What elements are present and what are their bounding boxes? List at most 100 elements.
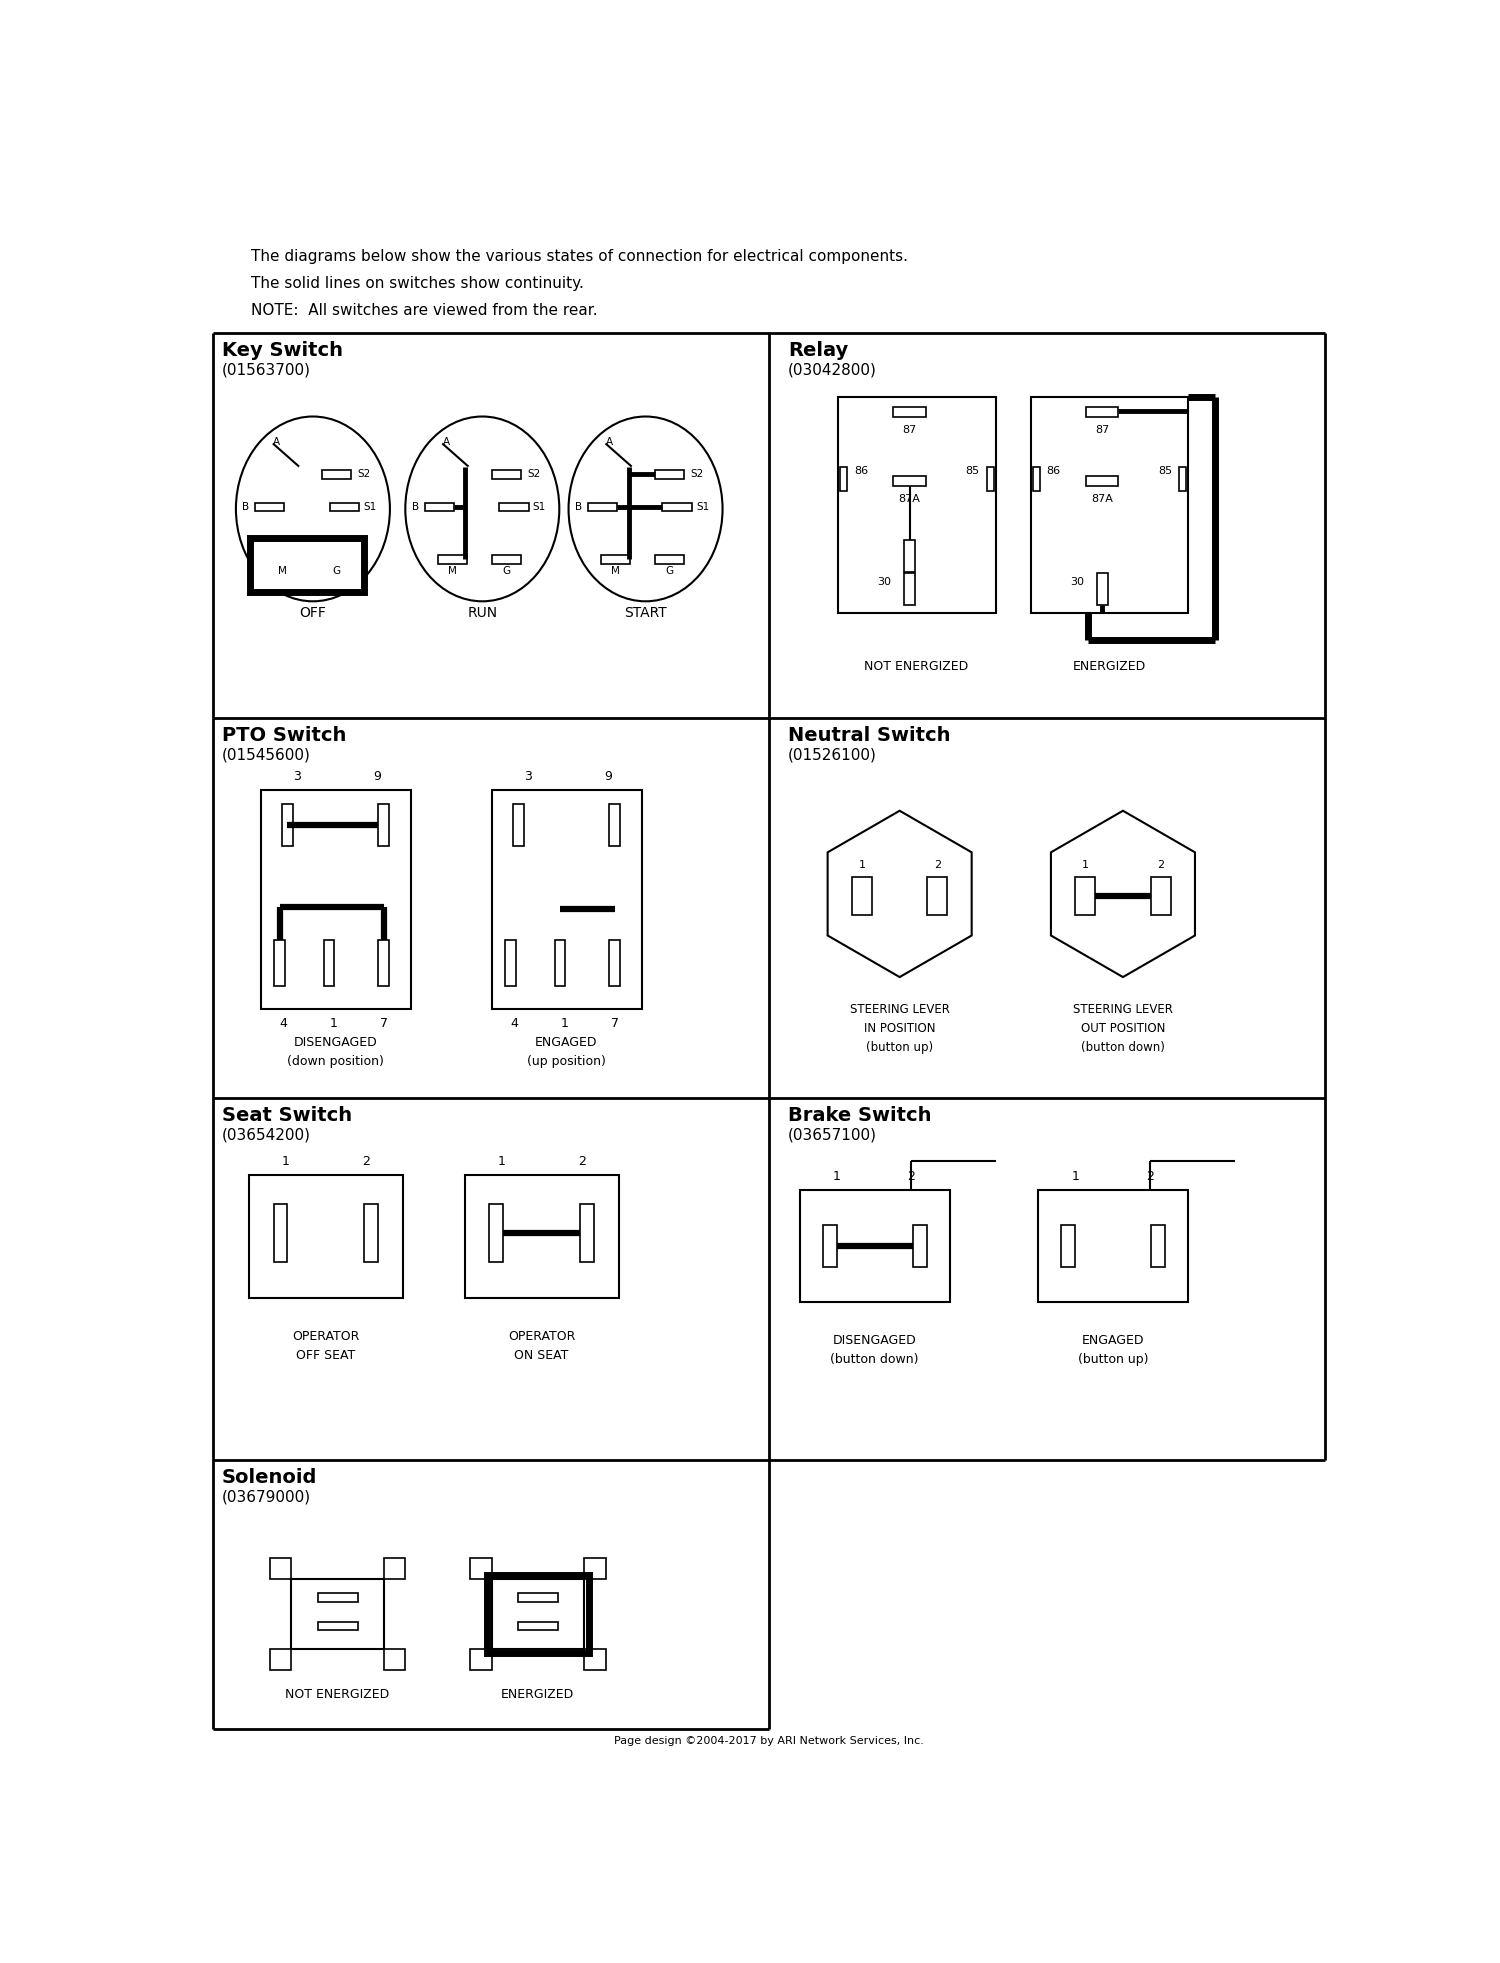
Bar (273, 1203, 288, 1262)
Text: M: M (610, 565, 620, 575)
Bar (322, 471, 351, 479)
Text: S1: S1 (696, 503, 709, 512)
Text: 1: 1 (1082, 860, 1089, 870)
Bar (1034, 467, 1040, 491)
Text: A: A (273, 438, 280, 448)
Text: OUT POSITION: OUT POSITION (1082, 1023, 1166, 1035)
Bar (894, 406, 926, 416)
Bar (518, 1621, 558, 1629)
Bar (291, 1578, 384, 1649)
Text: 2: 2 (578, 1154, 585, 1168)
Text: DISENGAGED: DISENGAGED (833, 1335, 916, 1347)
Bar (470, 1559, 492, 1578)
Text: 2: 2 (362, 1154, 370, 1168)
Text: 2: 2 (908, 1170, 915, 1184)
Bar (588, 503, 616, 510)
Polygon shape (1052, 811, 1196, 978)
Text: Neutral Switch: Neutral Switch (788, 726, 951, 746)
Bar (378, 940, 388, 985)
Bar (500, 503, 528, 510)
Text: G: G (666, 565, 674, 575)
Text: OPERATOR: OPERATOR (292, 1331, 360, 1343)
Bar (378, 803, 388, 846)
Text: 9: 9 (604, 769, 612, 783)
Bar (322, 556, 351, 563)
Text: 7: 7 (610, 1017, 618, 1031)
Bar (270, 1559, 291, 1578)
Bar (584, 1559, 606, 1578)
Bar (492, 556, 520, 563)
Text: START: START (624, 607, 668, 620)
Text: Solenoid: Solenoid (222, 1468, 318, 1486)
Text: 1: 1 (561, 1017, 568, 1031)
Text: Page design ©2004-2017 by ARI Network Services, Inc.: Page design ©2004-2017 by ARI Network Se… (614, 1735, 924, 1745)
Bar (1086, 475, 1119, 485)
Bar (506, 940, 516, 985)
Bar (1030, 397, 1188, 612)
Text: The solid lines on switches show continuity.: The solid lines on switches show continu… (252, 277, 584, 291)
Bar (912, 1225, 927, 1268)
Bar (438, 556, 466, 563)
Bar (800, 1190, 950, 1301)
Bar (489, 1203, 502, 1262)
Text: PTO Switch: PTO Switch (222, 726, 346, 746)
Text: (up position): (up position) (526, 1054, 606, 1068)
Text: NOTE:  All switches are viewed from the rear.: NOTE: All switches are viewed from the r… (252, 304, 598, 318)
Bar (488, 1574, 588, 1653)
Text: IN POSITION: IN POSITION (864, 1023, 936, 1035)
Text: 85: 85 (1158, 465, 1173, 477)
Text: A: A (606, 438, 613, 448)
Text: (01526100): (01526100) (788, 748, 877, 762)
Text: ENERGIZED: ENERGIZED (1072, 660, 1146, 673)
Bar (1152, 1225, 1166, 1268)
Bar (852, 877, 871, 915)
Text: B: B (243, 503, 249, 512)
Bar (324, 940, 334, 985)
Text: S2: S2 (690, 469, 703, 479)
Bar (249, 1176, 404, 1298)
Text: 3: 3 (292, 769, 300, 783)
Bar (274, 940, 285, 985)
Bar (656, 556, 684, 563)
Ellipse shape (236, 416, 390, 601)
Bar (270, 1649, 291, 1671)
Bar (894, 475, 926, 485)
Text: 30: 30 (1070, 577, 1083, 587)
Bar (330, 503, 358, 510)
Bar (424, 503, 454, 510)
Bar (904, 540, 915, 571)
Text: 4: 4 (279, 1017, 288, 1031)
Bar (1038, 1190, 1188, 1301)
Text: 1: 1 (858, 860, 865, 870)
Bar (609, 940, 619, 985)
Text: 87A: 87A (898, 495, 921, 504)
Text: G: G (333, 565, 340, 575)
Text: (button down): (button down) (830, 1353, 918, 1366)
Text: 9: 9 (374, 769, 381, 783)
Text: NOT ENERGIZED: NOT ENERGIZED (864, 660, 969, 673)
Text: 87: 87 (1095, 424, 1110, 434)
Ellipse shape (405, 416, 560, 601)
Text: 87: 87 (903, 424, 916, 434)
Ellipse shape (568, 416, 723, 601)
Text: STEERING LEVER: STEERING LEVER (1072, 1003, 1173, 1017)
Text: (down position): (down position) (286, 1054, 384, 1068)
Text: B: B (574, 503, 582, 512)
Text: B: B (413, 503, 419, 512)
Text: M: M (448, 565, 456, 575)
Text: Key Switch: Key Switch (222, 342, 344, 359)
Bar (904, 573, 915, 605)
Bar (492, 789, 642, 1009)
Text: A: A (442, 438, 450, 448)
Text: OFF: OFF (300, 607, 327, 620)
Text: 86: 86 (1047, 465, 1060, 477)
Bar (364, 1203, 378, 1262)
Text: (button up): (button up) (1077, 1353, 1148, 1366)
Bar (1179, 467, 1186, 491)
Text: 87A: 87A (1090, 495, 1113, 504)
Bar (465, 1176, 618, 1298)
Text: 2: 2 (934, 860, 940, 870)
Bar (1096, 573, 1107, 605)
Bar (261, 789, 411, 1009)
Text: G: G (503, 565, 510, 575)
